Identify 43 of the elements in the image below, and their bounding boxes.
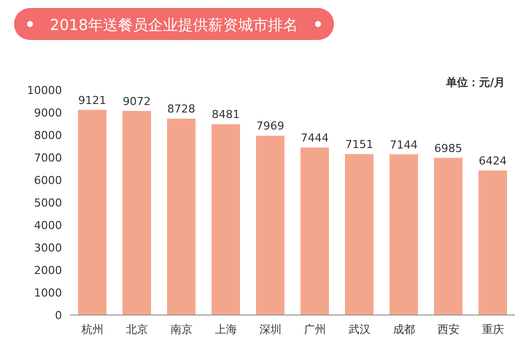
y-tick-label: 8000 (34, 129, 62, 142)
y-tick-label: 3000 (34, 242, 62, 254)
bar (390, 154, 418, 315)
data-label: 6985 (434, 142, 462, 155)
bar (434, 158, 462, 315)
x-tick-label: 深圳 (259, 323, 282, 336)
y-tick-label: 7000 (34, 152, 62, 164)
bar (300, 148, 329, 315)
x-tick-label: 广州 (304, 323, 326, 336)
data-label: 8481 (212, 108, 240, 122)
data-label: 6424 (478, 154, 507, 168)
x-tick-label: 上海 (214, 323, 237, 336)
y-tick-label: 9000 (34, 106, 62, 120)
y-tick-label: 6000 (34, 174, 62, 187)
x-tick-label: 重庆 (482, 323, 504, 336)
bar (478, 170, 507, 315)
y-tick-label: 5000 (34, 196, 62, 210)
y-tick-label: 1000 (34, 286, 62, 300)
data-label: 7151 (345, 138, 374, 152)
x-tick-label: 杭州 (80, 323, 104, 336)
bar (256, 136, 284, 315)
y-tick-label: 2000 (34, 264, 62, 277)
y-tick-label: 4000 (34, 219, 62, 232)
data-label: 7144 (390, 138, 418, 152)
bar (78, 110, 106, 315)
x-tick-label: 北京 (126, 323, 148, 336)
x-tick-label: 南京 (170, 323, 192, 336)
text: 单位：元/月 (444, 76, 505, 89)
chart-title: 2018年送餐员企业提供薪资城市排名 (50, 16, 298, 34)
x-tick-label: 西安 (437, 323, 460, 336)
bar (167, 118, 196, 315)
data-label: 9121 (78, 94, 106, 107)
data-label: 9072 (122, 94, 151, 108)
data-label: 8728 (167, 102, 196, 116)
bar (122, 110, 151, 315)
y-tick-label: 10000 (27, 84, 62, 97)
data-label: 7444 (300, 132, 329, 145)
bar (345, 154, 374, 315)
y-tick-label: 0 (55, 309, 62, 322)
x-tick-label: 成都 (392, 323, 415, 336)
x-tick-label: 武汉 (348, 323, 370, 336)
data-label: 7969 (256, 120, 284, 133)
bar (212, 124, 240, 315)
